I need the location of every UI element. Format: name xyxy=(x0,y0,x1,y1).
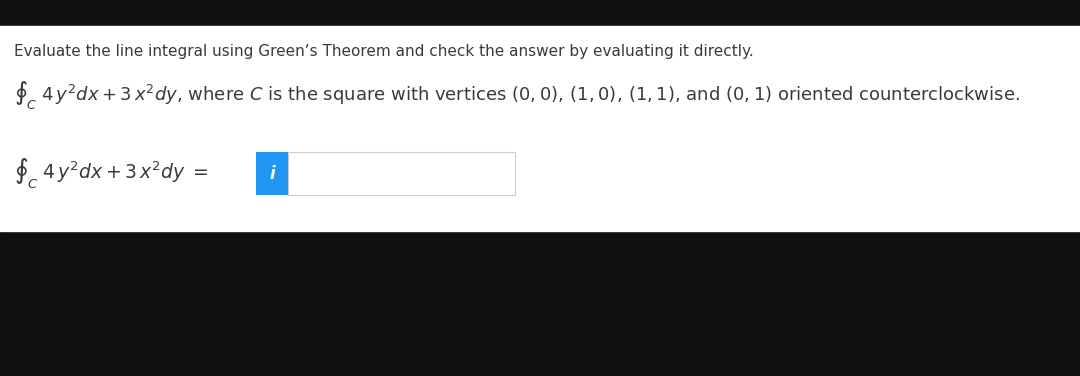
Text: i: i xyxy=(269,165,275,183)
Text: Evaluate the line integral using Green’s Theorem and check the answer by evaluat: Evaluate the line integral using Green’s… xyxy=(14,44,754,59)
Text: $\oint_C$ $4\,y^2dx + 3\,x^2dy$, where $C$ is the square with vertices $(0, 0),\: $\oint_C$ $4\,y^2dx + 3\,x^2dy$, where $… xyxy=(14,79,1020,112)
Text: $\oint_C$ $4\,y^2dx + 3\,x^2dy\;=$: $\oint_C$ $4\,y^2dx + 3\,x^2dy\;=$ xyxy=(14,156,207,191)
FancyBboxPatch shape xyxy=(288,152,515,195)
Bar xyxy=(0,26,1080,231)
FancyBboxPatch shape xyxy=(256,152,288,195)
